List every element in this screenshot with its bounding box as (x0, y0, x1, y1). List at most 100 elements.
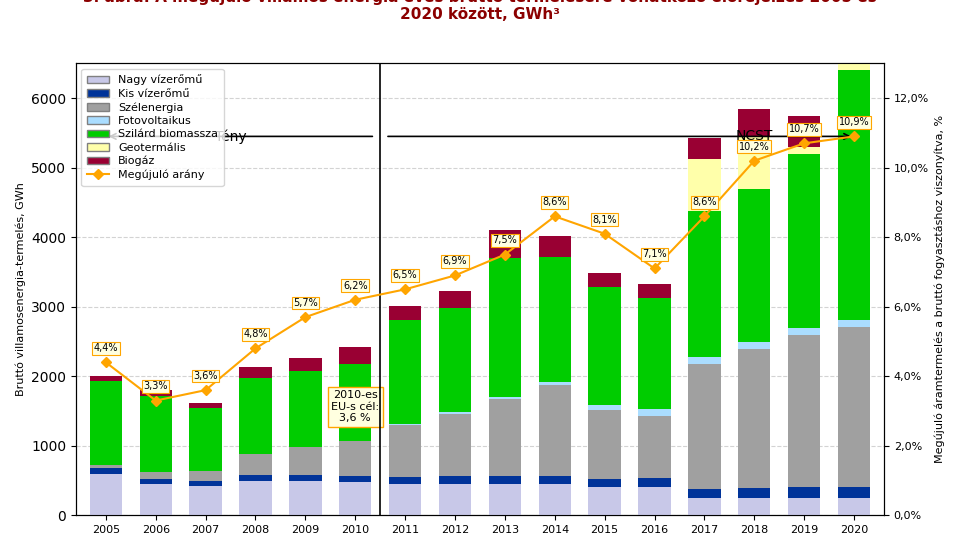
Bar (588, 273, 621, 287)
Bar (738, 342, 771, 349)
Text: 10,7%: 10,7% (789, 124, 820, 134)
Bar (489, 476, 521, 484)
Bar (89, 468, 122, 474)
Bar (239, 367, 272, 378)
Bar (788, 498, 821, 515)
Bar (189, 403, 222, 408)
Text: 4,4%: 4,4% (93, 343, 118, 353)
Bar (688, 211, 721, 357)
Text: 7,1%: 7,1% (642, 249, 667, 260)
Bar (189, 486, 222, 515)
Bar (738, 498, 771, 515)
Text: 8,6%: 8,6% (692, 197, 717, 207)
Text: 3. ábra: A megújuló villamos energia éves bruttó termelésére vonatkozó előrejelz: 3. ábra: A megújuló villamos energia éve… (84, 0, 876, 23)
Text: 5,7%: 5,7% (293, 298, 318, 308)
Bar (389, 320, 421, 424)
Text: Tény: Tény (215, 129, 247, 144)
Bar (788, 487, 821, 498)
Text: 7,5%: 7,5% (492, 235, 517, 245)
Bar (838, 498, 871, 515)
Bar (738, 488, 771, 498)
Bar (389, 425, 421, 477)
Bar (738, 189, 771, 342)
Bar (688, 357, 721, 364)
Bar (89, 376, 122, 381)
Bar (588, 410, 621, 479)
Bar (439, 412, 471, 414)
Bar (389, 424, 421, 425)
Bar (539, 382, 571, 386)
Text: 2010-es
EU-s cél:
3,6 %: 2010-es EU-s cél: 3,6 % (331, 390, 379, 424)
Bar (289, 481, 322, 515)
Bar (439, 308, 471, 412)
Bar (638, 409, 671, 416)
Bar (139, 479, 172, 484)
Bar (239, 454, 272, 475)
Bar (239, 378, 272, 454)
Bar (588, 487, 621, 515)
Bar (339, 482, 372, 515)
Text: NCST: NCST (735, 129, 773, 144)
Bar (539, 476, 571, 484)
Bar (638, 298, 671, 409)
Bar (688, 498, 721, 515)
Bar (738, 349, 771, 488)
Text: 8,1%: 8,1% (592, 214, 617, 224)
Bar (688, 489, 721, 498)
Bar (838, 320, 871, 327)
Bar (239, 475, 272, 481)
Bar (788, 334, 821, 487)
Bar (539, 257, 571, 382)
Bar (289, 358, 322, 371)
Bar (89, 474, 122, 515)
Bar (588, 479, 621, 487)
Bar (189, 471, 222, 481)
Text: 10,9%: 10,9% (839, 117, 870, 127)
Bar (339, 365, 372, 441)
Bar (189, 481, 222, 486)
Bar (389, 306, 421, 320)
Text: 6,5%: 6,5% (393, 270, 418, 280)
Bar (638, 416, 671, 478)
Text: 3,3%: 3,3% (143, 382, 168, 392)
Y-axis label: Bruttó villamosenergia-termelés, GWh: Bruttó villamosenergia-termelés, GWh (15, 183, 26, 397)
Bar (489, 230, 521, 258)
Bar (339, 347, 372, 365)
Bar (838, 487, 871, 498)
Bar (439, 291, 471, 308)
Bar (539, 236, 571, 257)
Bar (389, 484, 421, 515)
Bar (489, 258, 521, 397)
Text: 8,6%: 8,6% (542, 197, 567, 207)
Bar (389, 477, 421, 484)
Bar (539, 484, 571, 515)
Bar (838, 21, 871, 56)
Bar (638, 478, 671, 487)
Bar (289, 475, 322, 481)
Text: 3,6%: 3,6% (193, 371, 218, 381)
Bar (638, 284, 671, 298)
Bar (838, 70, 871, 320)
Bar (339, 476, 372, 482)
Text: 10,2%: 10,2% (739, 141, 770, 152)
Bar (588, 287, 621, 405)
Text: 6,9%: 6,9% (443, 256, 468, 266)
Bar (738, 137, 771, 189)
Text: 4,8%: 4,8% (243, 329, 268, 339)
Bar (239, 481, 272, 515)
Bar (788, 328, 821, 334)
Bar (139, 484, 172, 515)
Bar (688, 138, 721, 158)
Bar (788, 154, 821, 328)
Bar (838, 327, 871, 487)
Bar (139, 390, 172, 395)
Bar (489, 399, 521, 476)
Bar (439, 476, 471, 484)
Bar (788, 147, 821, 154)
Bar (738, 109, 771, 137)
Y-axis label: Megújuló áramtermelés a bruttó fogyasztáshoz viszonyítva, %: Megújuló áramtermelés a bruttó fogyasztá… (934, 116, 945, 464)
Bar (139, 395, 172, 472)
Bar (439, 484, 471, 515)
Bar (788, 116, 821, 147)
Bar (289, 371, 322, 447)
